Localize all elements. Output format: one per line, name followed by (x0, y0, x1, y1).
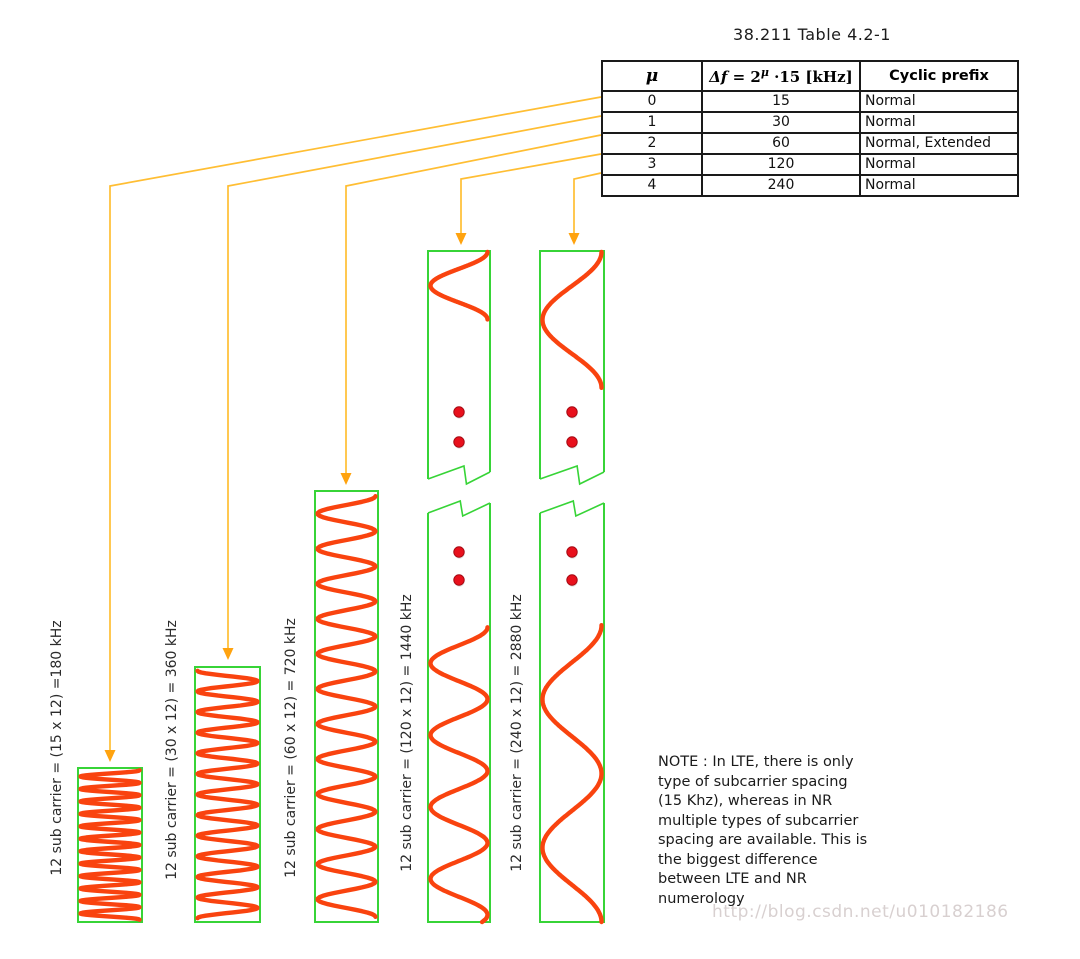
cell-cyclic-prefix: Normal (859, 153, 1019, 176)
table-row: 4 240 Normal (601, 174, 1019, 197)
table-row: 3 120 Normal (601, 153, 1019, 176)
subcarrier-label-120khz: 12 sub carrier = (120 x 12) = 1440 kHz (399, 594, 415, 872)
numerology-table: μ Δf = 2μ ·15 [kHz] Cyclic prefix 0 15 N… (601, 60, 1019, 197)
table-row: 1 30 Normal (601, 111, 1019, 134)
cell-mu: 0 (601, 90, 703, 113)
subcarrier-label-15khz: 12 sub carrier = (15 x 12) =180 kHz (49, 620, 65, 876)
cell-mu: 4 (601, 174, 703, 197)
cell-delta-f: 15 (701, 90, 861, 113)
cell-cyclic-prefix: Normal (859, 90, 1019, 113)
note-text: NOTE : In LTE, there is only type of sub… (658, 754, 868, 907)
formula-delta-f: Δf (709, 68, 728, 86)
subcarrier-label-240khz: 12 sub carrier = (240 x 12) = 2880 kHz (509, 594, 525, 872)
header-delta-f: Δf = 2μ ·15 [kHz] (701, 60, 861, 92)
cell-mu: 1 (601, 111, 703, 134)
header-cyclic-prefix: Cyclic prefix (859, 60, 1019, 92)
watermark: http://blog.csdn.net/u010182186 (712, 902, 1009, 922)
cell-delta-f: 30 (701, 111, 861, 134)
cell-delta-f: 60 (701, 132, 861, 155)
cell-cyclic-prefix: Normal (859, 111, 1019, 134)
table-header-row: μ Δf = 2μ ·15 [kHz] Cyclic prefix (601, 60, 1019, 92)
table-title: 38.211 Table 4.2-1 (733, 25, 891, 44)
subcarrier-label-60khz: 12 sub carrier = (60 x 12) = 720 kHz (283, 618, 299, 878)
cell-cyclic-prefix: Normal, Extended (859, 132, 1019, 155)
cell-mu: 3 (601, 153, 703, 176)
formula-rest: ·15 [kHz] (768, 68, 853, 86)
cell-delta-f: 120 (701, 153, 861, 176)
table-row: 0 15 Normal (601, 90, 1019, 113)
table-row: 2 60 Normal, Extended (601, 132, 1019, 155)
cell-mu: 2 (601, 132, 703, 155)
formula-eq: = 2 (727, 68, 761, 86)
header-mu: μ (601, 60, 703, 92)
cell-delta-f: 240 (701, 174, 861, 197)
subcarrier-label-30khz: 12 sub carrier = (30 x 12) = 360 kHz (164, 620, 180, 880)
formula-exponent: μ (760, 66, 769, 79)
cell-cyclic-prefix: Normal (859, 174, 1019, 197)
